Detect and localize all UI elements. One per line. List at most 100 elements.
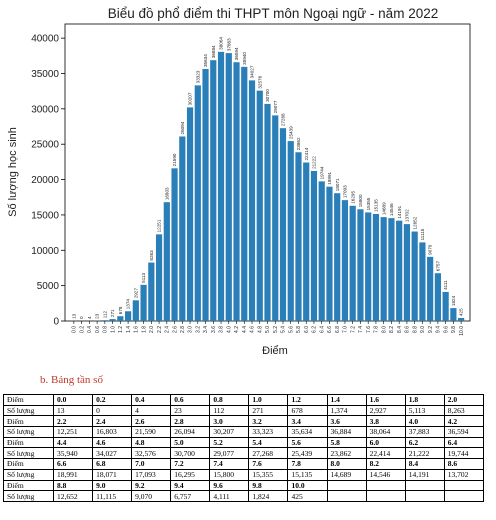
y-tick-label-1: 5000: [37, 281, 60, 292]
score-cell: 2.6: [131, 415, 172, 428]
count-cell: 33,323: [248, 426, 289, 438]
bar-2.0: [148, 262, 155, 321]
bar-value-label-7.0: 17093: [343, 185, 348, 198]
bar-3.2: [194, 85, 201, 321]
count-cell: [404, 490, 445, 502]
score-cell: 5.6: [287, 436, 328, 449]
score-cell: 10.0: [287, 479, 328, 492]
score-cell: 3.2: [248, 415, 289, 428]
count-cell: 9,070: [131, 490, 172, 502]
bar-5.2: [272, 115, 279, 322]
score-cell: 4.0: [404, 415, 445, 428]
bar-2.8: [179, 136, 186, 321]
x-tick-label-8.2: 8.2: [389, 326, 395, 333]
score-cell: 6.4: [443, 436, 485, 449]
count-cell: 13: [52, 404, 94, 417]
count-cell: 23,862: [326, 447, 367, 460]
x-tick-label-5.8: 5.8: [296, 326, 302, 333]
count-row-label: Số lượng: [3, 426, 54, 438]
bar-value-label-0.4: 4: [87, 316, 92, 319]
bar-1.0: [109, 319, 116, 321]
score-distribution-chart: Biểu đồ phổ điểm thi THPT môn Ngoại ngữ …: [7, 6, 471, 357]
bar-value-label-7.2: 16295: [350, 191, 355, 204]
bar-9.2: [427, 256, 434, 321]
count-cell: 21,590: [131, 426, 172, 438]
bar-9.4: [434, 273, 441, 321]
bar-value-label-1.4: 1374: [126, 299, 131, 310]
score-cell: 1.2: [287, 394, 328, 406]
count-cell: 15,135: [287, 468, 328, 481]
x-tick-label-1.6: 1.6: [134, 326, 140, 333]
count-cell: 13,702: [443, 468, 485, 481]
score-cell: 5.4: [248, 436, 289, 449]
count-row-label: Số lượng: [3, 404, 54, 417]
bar-8.4: [396, 220, 403, 321]
x-tick-label-5.4: 5.4: [281, 326, 287, 333]
x-tick-label-7.0: 7.0: [343, 326, 349, 333]
bar-value-label-3.0: 30207: [188, 92, 193, 105]
bar-2.4: [163, 202, 170, 321]
y-tick-label-4: 20000: [31, 175, 59, 186]
score-cell: 5.8: [326, 436, 367, 449]
x-tick-label-7.4: 7.4: [358, 326, 364, 333]
y-tick-label-6: 30000: [31, 104, 59, 115]
bar-value-label-9.4: 6757: [435, 261, 440, 272]
bar-9.8: [450, 308, 457, 321]
count-cell: 16,295: [170, 468, 211, 481]
score-cell: [404, 479, 445, 492]
count-cell: 17,093: [131, 468, 172, 481]
x-tick-label-9.2: 9.2: [428, 326, 434, 333]
x-tick-label-1.4: 1.4: [126, 326, 132, 333]
count-cell: 29,077: [209, 447, 250, 460]
count-cell: 37,883: [404, 426, 445, 438]
y-tick-label-5: 25000: [31, 140, 59, 151]
x-tick-label-4.4: 4.4: [242, 326, 248, 333]
bar-value-label-4.2: 36594: [234, 47, 239, 60]
table-count-row: Số lượng 18,991 18,071 17,093 16,295 15,800 15…: [3, 468, 485, 481]
table-count-row: Số lượng 12,652 11,115 9,070 6,757 4,111 1,824…: [3, 490, 485, 502]
bar-1.2: [117, 316, 124, 321]
count-cell: [326, 490, 367, 502]
bar-3.6: [210, 60, 217, 321]
count-cell: 27,268: [248, 447, 289, 460]
count-cell: 26,094: [170, 426, 211, 438]
x-tick-label-4.0: 4.0: [226, 326, 232, 333]
bar-value-label-0.6: 23: [95, 313, 100, 319]
score-cell: 4.4: [52, 436, 94, 449]
bar-value-label-0.8: 112: [102, 310, 107, 318]
bar-value-label-7.8: 15135: [374, 199, 379, 212]
bar-6.6: [326, 186, 333, 321]
count-cell: 21,222: [404, 447, 445, 460]
x-tick-label-9.4: 9.4: [436, 326, 442, 333]
bar-value-label-5.2: 29077: [273, 100, 278, 113]
bar-6.8: [334, 193, 341, 321]
x-tick-label-1.8: 1.8: [141, 326, 147, 333]
bar-value-label-5.4: 27268: [281, 113, 286, 126]
count-cell: 30,700: [170, 447, 211, 460]
x-tick-label-2.8: 2.8: [180, 326, 186, 333]
x-tick-label-0.2: 0.2: [79, 326, 85, 333]
count-cell: 15,800: [209, 468, 250, 481]
bar-value-label-1.2: 678: [118, 306, 123, 314]
x-tick-label-1.2: 1.2: [118, 326, 124, 333]
score-row-label: Điểm: [3, 394, 54, 406]
score-cell: 3.0: [209, 415, 250, 428]
x-tick-label-3.8: 3.8: [219, 326, 225, 333]
score-row-label: Điểm: [3, 415, 54, 428]
score-cell: 2.8: [170, 415, 211, 428]
y-tick-label-0: 0: [53, 317, 59, 328]
bar-10.0: [458, 317, 465, 321]
score-cell: 7.8: [287, 458, 328, 470]
bar-value-label-8.2: 14546: [389, 203, 394, 216]
x-tick-label-2.4: 2.4: [165, 326, 171, 333]
score-cell: 7.0: [131, 458, 172, 470]
score-cell: 4.8: [131, 436, 172, 449]
bar-5.0: [264, 103, 271, 322]
count-cell: 36,884: [326, 426, 367, 438]
bar-value-label-2.4: 16803: [164, 187, 169, 200]
score-cell: 7.4: [209, 458, 250, 470]
x-tick-label-4.8: 4.8: [257, 326, 263, 333]
y-axis-label: Số lượng học sinh: [7, 127, 19, 217]
bar-1.4: [124, 311, 132, 321]
bar-7.4: [357, 209, 364, 321]
